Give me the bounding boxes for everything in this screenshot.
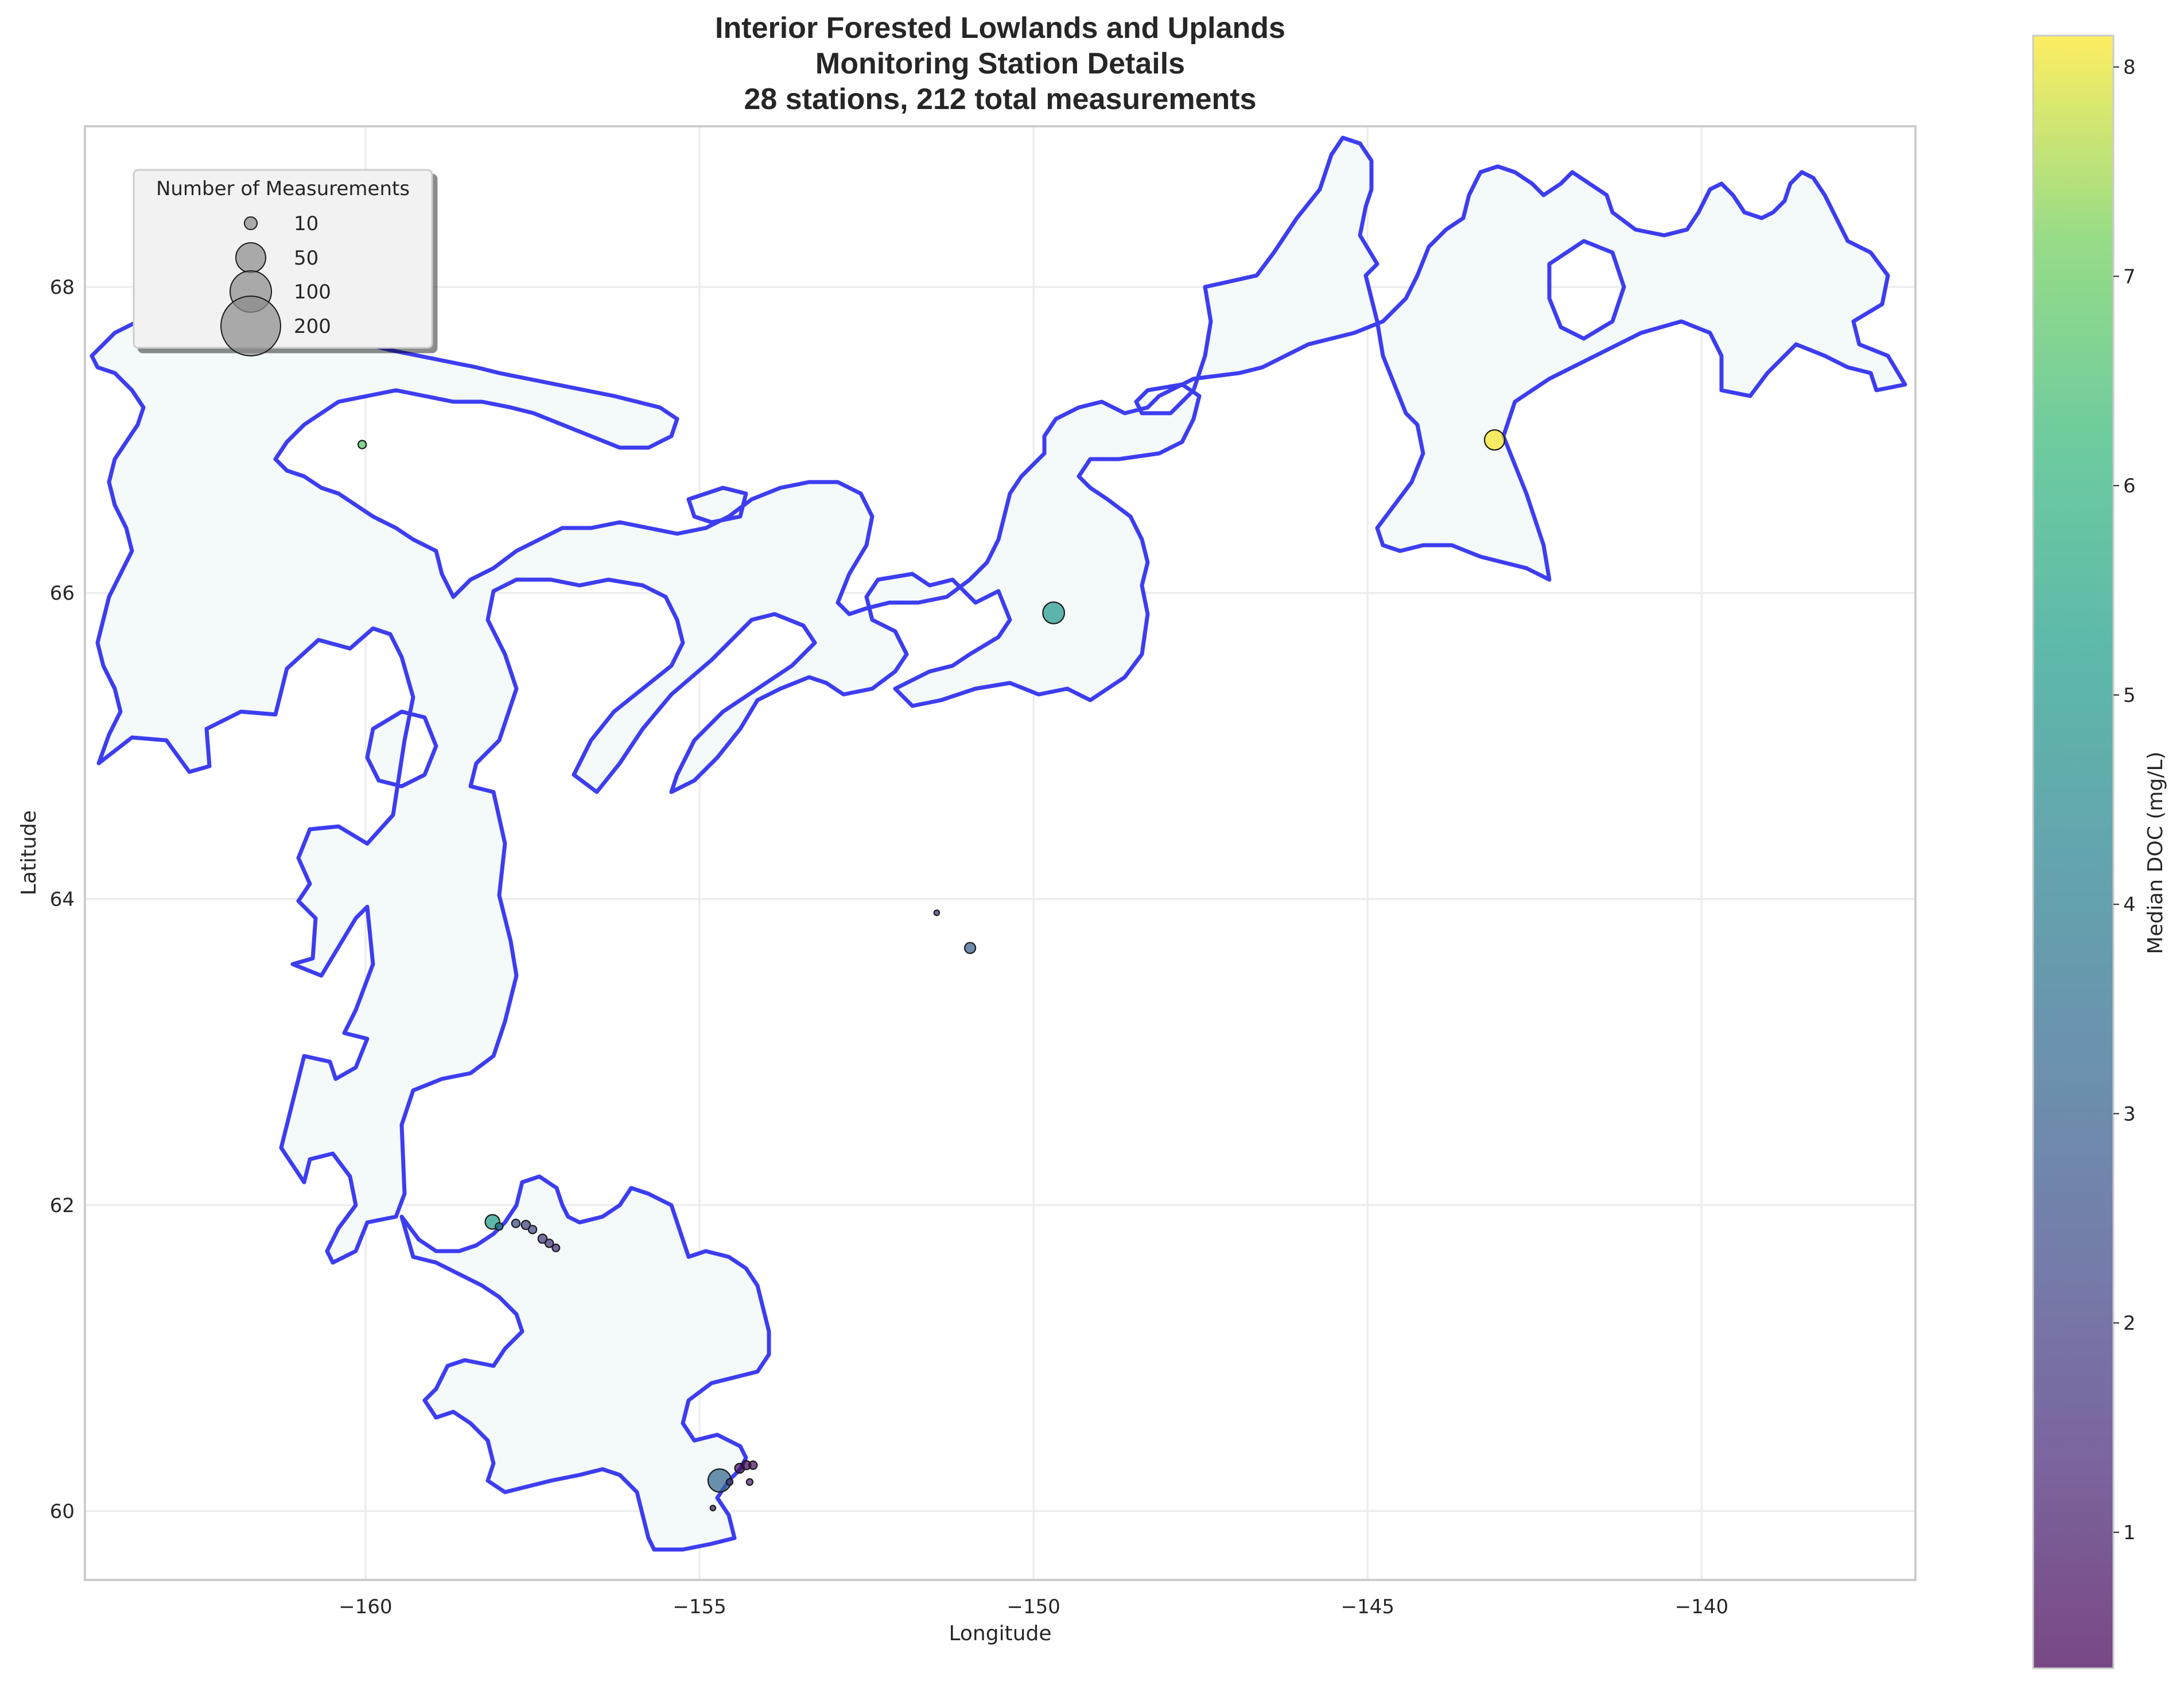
legend-box: [133, 169, 433, 349]
station-marker: [527, 1225, 538, 1234]
region-boundary-south: [399, 1174, 771, 1552]
station-marker: [745, 1478, 754, 1486]
station-marker: [551, 1243, 561, 1252]
colorbar-tick-label: 5: [2123, 684, 2136, 707]
station-marker: [1483, 429, 1506, 451]
legend-entry-label: 50: [294, 247, 318, 270]
chart-title: Interior Forested Lowlands and Uplands M…: [85, 10, 1915, 117]
station-marker: [520, 1220, 531, 1230]
region-map: [90, 135, 1907, 1552]
station-marker: [709, 1504, 717, 1512]
legend-marker: [220, 296, 281, 356]
y-tick-label: 64: [50, 888, 75, 911]
colorbar-gradient: [2033, 36, 2113, 1668]
station-marker: [1042, 601, 1066, 624]
legend-entry-label: 100: [294, 281, 331, 304]
colorbar-tick-label: 1: [2123, 1521, 2136, 1544]
colorbar-tick-label: 6: [2123, 475, 2136, 498]
colorbar: 1 2 3 4 5 6 7 8 Median DOC (mg/L): [2032, 34, 2167, 1669]
station-marker: [748, 1460, 758, 1470]
title-line-1: Interior Forested Lowlands and Uplands: [715, 11, 1285, 45]
x-axis-label: Longitude: [949, 1622, 1051, 1645]
x-tick-label: −145: [1341, 1595, 1394, 1618]
y-tick-label: 68: [50, 276, 75, 299]
legend-entries: 10 50 100 200: [220, 212, 331, 356]
station-marker: [964, 942, 977, 954]
station-marker: [725, 1478, 734, 1486]
y-axis-ticks: 60 62 64 66 68: [50, 276, 75, 1523]
colorbar-tick-label: 8: [2123, 56, 2136, 79]
plot-frame: [84, 125, 1917, 1581]
x-tick-label: −150: [1007, 1595, 1060, 1618]
colorbar-tick-label: 7: [2123, 265, 2136, 288]
colorbar-frame: [2032, 34, 2115, 1669]
y-axis-label: Latitude: [17, 810, 41, 895]
y-tick-label: 62: [50, 1194, 75, 1217]
station-marker: [544, 1238, 554, 1248]
y-tick-label: 66: [50, 582, 75, 605]
colorbar-label: Median DOC (mg/L): [2144, 751, 2167, 954]
colorbar-tick-label: 4: [2123, 894, 2136, 917]
title-line-3: 28 stations, 212 total measurements: [744, 83, 1257, 116]
legend-entry-label: 200: [294, 315, 331, 338]
legend-title: Number of Measurements: [156, 177, 410, 200]
colorbar-tick-label: 2: [2123, 1312, 2136, 1335]
legend-marker: [235, 242, 266, 273]
station-markers: [357, 429, 1506, 1512]
y-tick-label: 60: [50, 1500, 75, 1523]
x-tick-label: −140: [1675, 1595, 1728, 1618]
colorbar-ticks: 1 2 3 4 5 6 7 8: [2113, 56, 2136, 1544]
x-tick-label: −155: [673, 1595, 726, 1618]
region-boundary: [90, 135, 1907, 1265]
station-marker: [537, 1233, 548, 1244]
station-marker: [933, 909, 941, 917]
station-marker: [495, 1222, 504, 1231]
title-line-2: Monitoring Station Details: [815, 47, 1186, 80]
size-legend: Number of Measurements 10 50 100 200: [133, 169, 433, 356]
station-marker: [357, 440, 367, 449]
station-marker: [511, 1218, 521, 1228]
x-tick-label: −160: [339, 1595, 392, 1618]
x-axis-ticks: −160 −155 −150 −145 −140: [339, 1595, 1728, 1618]
colorbar-tick-label: 3: [2123, 1102, 2136, 1125]
legend-marker: [244, 216, 258, 230]
legend-entry-label: 10: [294, 212, 318, 235]
